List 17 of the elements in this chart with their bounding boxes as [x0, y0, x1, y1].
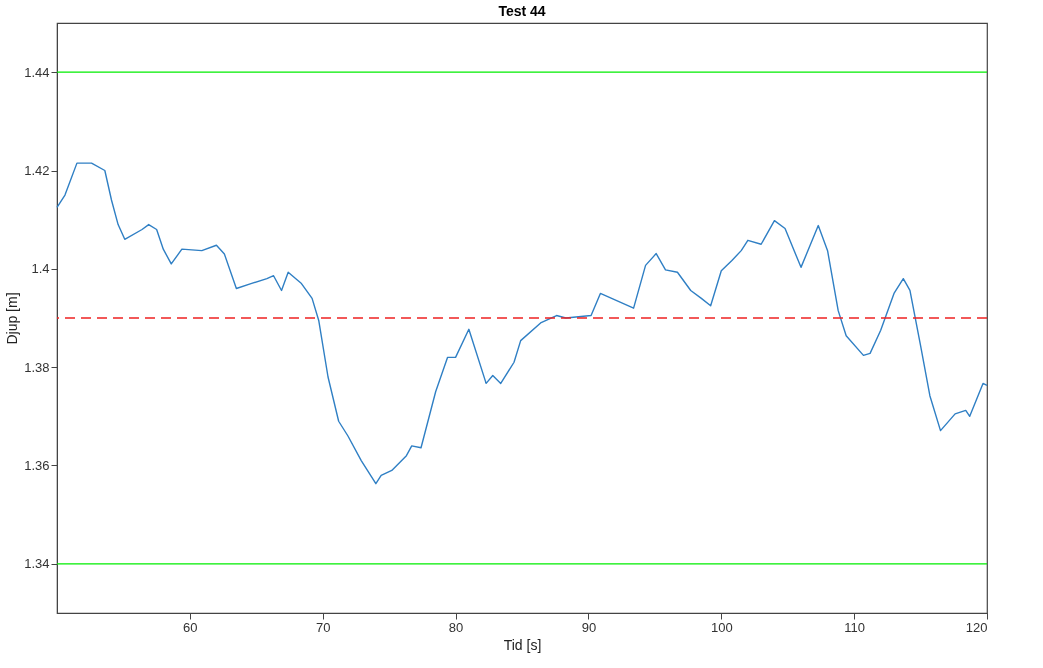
y-axis-title: Djup [m] [4, 292, 21, 345]
y-tick-label: 1.34 [24, 556, 50, 572]
y-tick-label: 1.42 [24, 163, 50, 178]
y-tick-label: 1.44 [24, 64, 50, 80]
y-tick-label: 1.38 [24, 359, 50, 375]
x-tick-label: 70 [315, 619, 331, 635]
x-axis-title: Tid [s] [503, 636, 542, 653]
chart-title: Test 44 [498, 3, 546, 19]
x-tick-label: 100 [710, 619, 733, 635]
x-tick-label: 90 [581, 619, 597, 635]
x-tick-label: 120 [965, 619, 988, 635]
x-tick-label: 80 [448, 619, 464, 635]
y-tick-label: 1.36 [24, 458, 50, 473]
x-tick-label: 60 [183, 619, 198, 635]
y-tick-label: 1.4 [31, 261, 50, 277]
line-series [56, 162, 988, 485]
x-tick-label: 110 [844, 619, 866, 635]
